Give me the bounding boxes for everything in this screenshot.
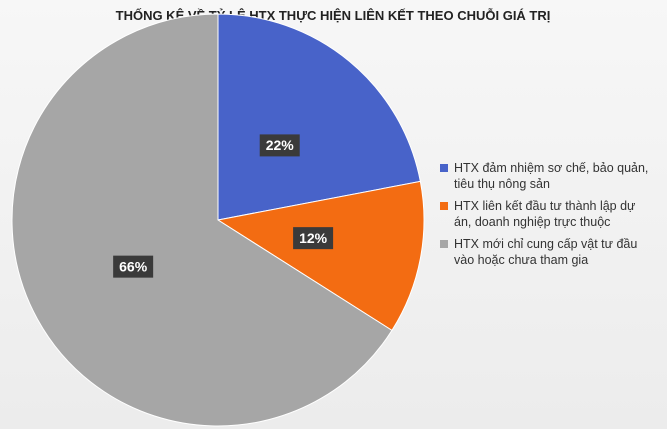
data-label-group: 12%	[293, 227, 334, 250]
legend-swatch	[440, 202, 448, 210]
pie-slice	[216, 180, 425, 332]
data-label: 12%	[299, 230, 328, 246]
data-label: 66%	[119, 258, 148, 274]
legend-swatch	[440, 164, 448, 172]
data-label-group: 22%	[259, 134, 300, 157]
data-label-box	[259, 134, 300, 157]
data-label: 22%	[266, 137, 295, 153]
legend-item: HTX liên kết đầu tư thành lập dự án, doa…	[440, 198, 655, 230]
data-label-box	[293, 227, 334, 250]
data-label-group: 66%	[113, 255, 154, 278]
legend-label: HTX liên kết đầu tư thành lập dự án, doa…	[454, 199, 636, 229]
legend-item: HTX mới chỉ cung cấp vật tư đầu vào hoặc…	[440, 236, 655, 268]
legend-label: HTX mới chỉ cung cấp vật tư đầu vào hoặc…	[454, 237, 638, 267]
legend-swatch	[440, 240, 448, 248]
legend: HTX đảm nhiệm sơ chế, bảo quản, tiêu thụ…	[440, 160, 655, 274]
pie-slice	[217, 13, 421, 221]
legend-label: HTX đảm nhiệm sơ chế, bảo quản, tiêu thụ…	[454, 161, 649, 191]
data-label-box	[113, 255, 154, 278]
legend-item: HTX đảm nhiệm sơ chế, bảo quản, tiêu thụ…	[440, 160, 655, 192]
pie-slice	[11, 13, 393, 427]
